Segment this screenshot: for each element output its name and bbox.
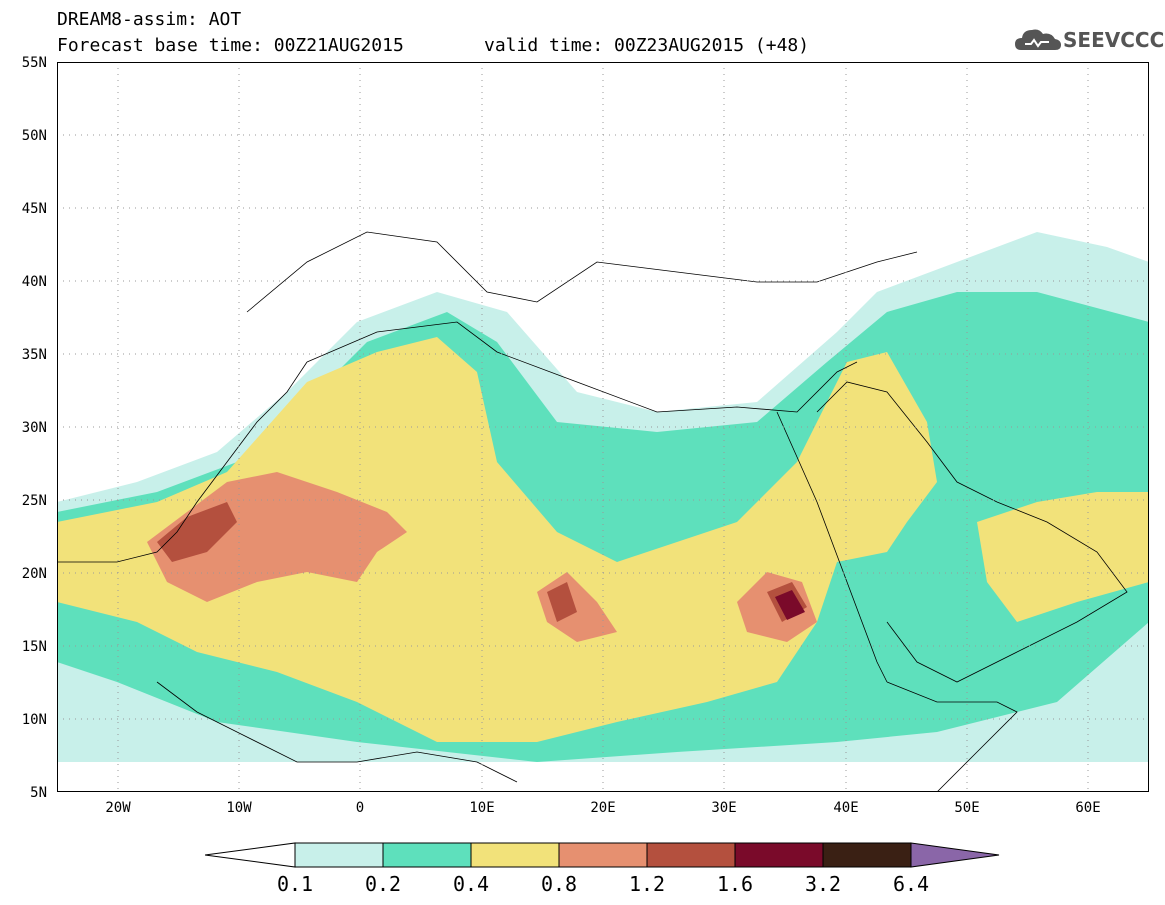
lat-label-55n: 55N bbox=[21, 55, 47, 71]
lat-label-45n: 45N bbox=[21, 201, 47, 217]
cbar-swatch-0.1 bbox=[294, 842, 384, 868]
cbar-label-0.8: 0.8 bbox=[540, 872, 578, 896]
aot-contour-1.6 bbox=[775, 590, 805, 620]
cbar-label-6.4: 6.4 bbox=[892, 872, 930, 896]
lat-label-30n: 30N bbox=[21, 420, 47, 436]
aot-contour-0.8 bbox=[147, 472, 407, 602]
coastline-arabia bbox=[816, 381, 1128, 683]
cbar-label-1.6: 1.6 bbox=[716, 872, 754, 896]
lon-label-60e: 60E bbox=[1075, 800, 1101, 816]
lat-label-50n: 50N bbox=[21, 128, 47, 144]
lon-label-10w: 10W bbox=[226, 800, 252, 816]
lat-label-15n: 15N bbox=[21, 639, 47, 655]
valid-time: valid time: 00Z23AUG2015 (+48) bbox=[484, 35, 810, 56]
map-frame bbox=[57, 62, 1149, 792]
logo-text: SEEVCCC bbox=[1063, 28, 1165, 52]
aot-contour-1.2-b bbox=[547, 582, 577, 622]
color-bar bbox=[205, 842, 1000, 868]
lat-label-25n: 25N bbox=[21, 493, 47, 509]
aot-contour-0.4 bbox=[57, 337, 937, 742]
aot-contour-0.4-east bbox=[977, 492, 1149, 622]
lat-label-35n: 35N bbox=[21, 347, 47, 363]
aot-map bbox=[57, 62, 1149, 792]
cbar-label-0.1: 0.1 bbox=[276, 872, 314, 896]
aot-contour-1.2 bbox=[157, 502, 237, 562]
lon-label-20w: 20W bbox=[105, 800, 131, 816]
lat-label-40n: 40N bbox=[21, 274, 47, 290]
cbar-label-0.4: 0.4 bbox=[452, 872, 490, 896]
forecast-base-time: Forecast base time: 00Z21AUG2015 bbox=[57, 35, 404, 56]
coastline-west-africa bbox=[57, 361, 308, 563]
cbar-label-0.2: 0.2 bbox=[364, 872, 402, 896]
cbar-swatch-3.2 bbox=[822, 842, 912, 868]
lon-label-30e: 30E bbox=[711, 800, 737, 816]
coastline-red-sea bbox=[776, 411, 888, 683]
lon-label-0: 0 bbox=[355, 800, 365, 816]
lat-label-10n: 10N bbox=[21, 712, 47, 728]
lon-label-50e: 50E bbox=[954, 800, 980, 816]
cbar-swatch-0.4 bbox=[470, 842, 560, 868]
lat-label-20n: 20N bbox=[21, 566, 47, 582]
coastline-north-africa bbox=[306, 321, 858, 413]
cbar-swatch-0.8 bbox=[558, 842, 648, 868]
cbar-low-arrow bbox=[205, 842, 296, 868]
map-title: DREAM8-assim: AOT bbox=[57, 9, 242, 30]
cbar-high-arrow bbox=[910, 842, 1000, 868]
coastline-horn bbox=[886, 681, 1018, 792]
lat-label-5n: 5N bbox=[30, 785, 47, 801]
cloud-icon bbox=[1015, 29, 1061, 50]
cbar-swatch-1.6 bbox=[734, 842, 824, 868]
cbar-label-3.2: 3.2 bbox=[804, 872, 842, 896]
lon-label-10e: 10E bbox=[469, 800, 495, 816]
lon-label-20e: 20E bbox=[590, 800, 616, 816]
cbar-swatch-1.2 bbox=[646, 842, 736, 868]
coastline-gulf-guinea bbox=[156, 681, 518, 783]
cbar-label-1.2: 1.2 bbox=[628, 872, 666, 896]
lon-label-40e: 40E bbox=[833, 800, 859, 816]
cbar-swatch-0.2 bbox=[382, 842, 472, 868]
coastline-europe bbox=[246, 231, 918, 313]
